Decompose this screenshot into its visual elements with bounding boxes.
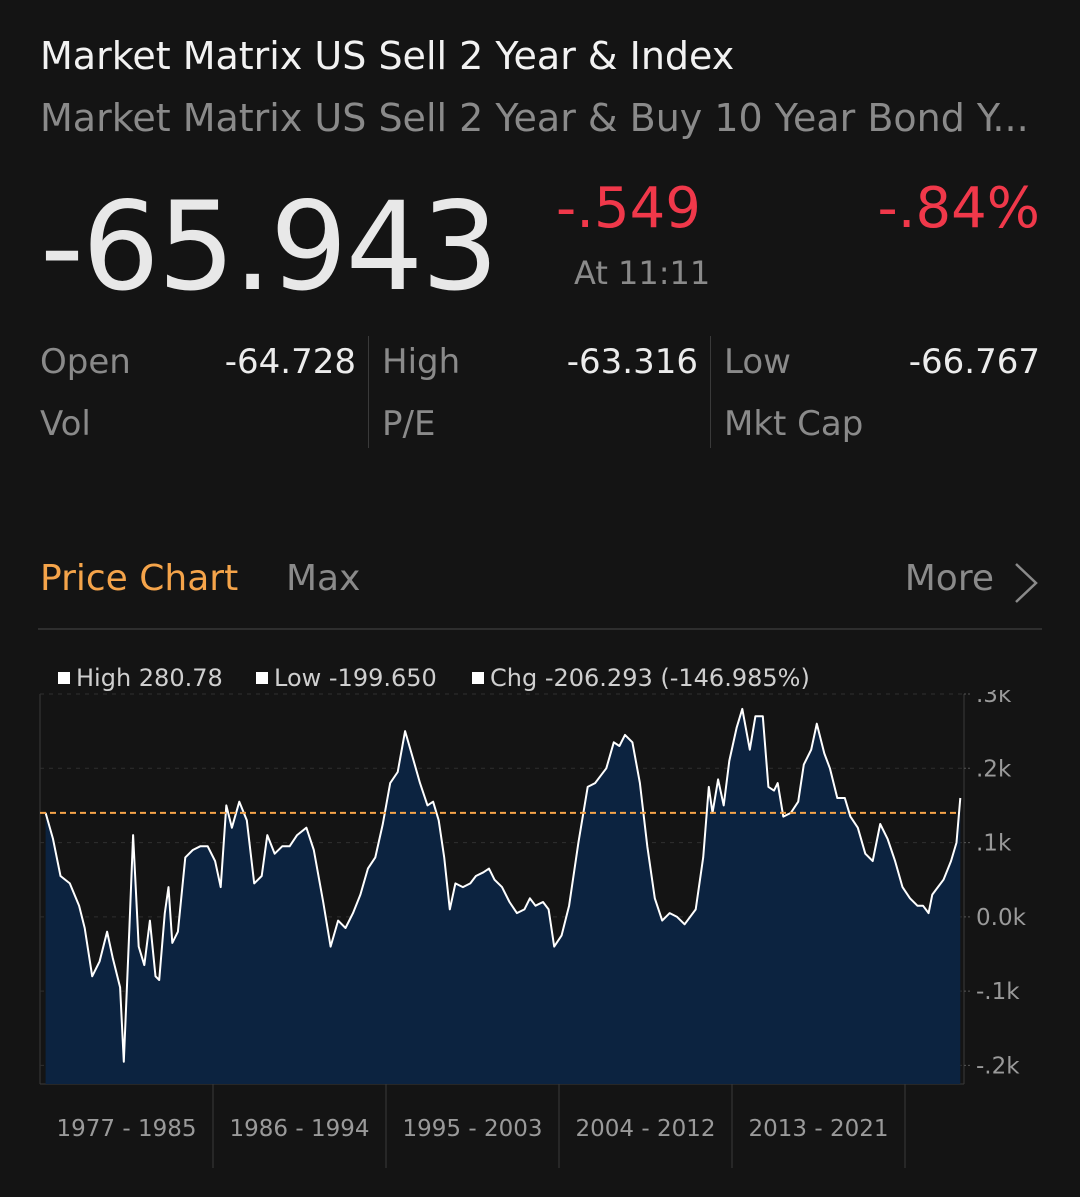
price-area bbox=[45, 708, 961, 1084]
x-period-label: 1986 - 1994 bbox=[230, 1116, 370, 1142]
divider bbox=[38, 628, 1042, 630]
page-title: Market Matrix US Sell 2 Year & Index bbox=[40, 34, 735, 78]
legend-low-text: Low -199.650 bbox=[274, 664, 437, 692]
low-value: -66.767 bbox=[908, 342, 1040, 382]
quote-time: At 11:11 bbox=[574, 254, 711, 292]
price-chart[interactable]: .3k .2k .1k 0.0k -.1k -.2k 1977 - 1985 1986 - 1… bbox=[0, 690, 1080, 1180]
legend-high-text: High 280.78 bbox=[76, 664, 223, 692]
stats-grid: Open -64.728 Vol High -63.316 P/E Low -6… bbox=[40, 336, 1040, 448]
stats-divider bbox=[368, 336, 369, 448]
legend-high: High 280.78 bbox=[58, 664, 223, 692]
range-selector[interactable]: Max bbox=[286, 558, 361, 599]
chart-legend: High 280.78 Low -199.650 Chg -206.293 (-… bbox=[58, 664, 958, 696]
stats-divider bbox=[710, 336, 711, 448]
legend-marker bbox=[256, 672, 268, 684]
price-change-percent: -.84% bbox=[877, 176, 1040, 241]
y-tick-label: .3k bbox=[976, 690, 1012, 708]
y-tick-label: -.2k bbox=[976, 1053, 1020, 1079]
price-line bbox=[44, 707, 962, 1063]
open-value: -64.728 bbox=[224, 342, 356, 382]
x-period-label: 2004 - 2012 bbox=[576, 1116, 716, 1142]
legend-marker bbox=[472, 672, 484, 684]
y-tick-label: .2k bbox=[976, 756, 1012, 782]
high-value: -63.316 bbox=[566, 342, 698, 382]
vol-label: Vol bbox=[40, 404, 91, 444]
last-price: -65.943 bbox=[40, 176, 499, 318]
y-tick-label: .1k bbox=[976, 831, 1012, 857]
high-label: High bbox=[382, 342, 461, 382]
chart-header: Price Chart Max More bbox=[40, 558, 1040, 608]
legend-low: Low -199.650 bbox=[256, 664, 437, 692]
mktcap-label: Mkt Cap bbox=[724, 404, 864, 444]
stats-column-low: Low -66.767 Mkt Cap bbox=[724, 336, 1040, 448]
legend-chg: Chg -206.293 (-146.985%) bbox=[472, 664, 810, 692]
chevron-right-icon[interactable] bbox=[1010, 560, 1040, 606]
legend-chg-text: Chg -206.293 (-146.985%) bbox=[490, 664, 810, 692]
open-label: Open bbox=[40, 342, 131, 382]
tab-price-chart[interactable]: Price Chart bbox=[40, 558, 239, 599]
y-tick-label: -.1k bbox=[976, 979, 1020, 1005]
stats-column-high: High -63.316 P/E bbox=[382, 336, 698, 448]
y-tick-label: 0.0k bbox=[976, 905, 1027, 931]
x-period-label: 1995 - 2003 bbox=[403, 1116, 543, 1142]
low-label: Low bbox=[724, 342, 791, 382]
more-button[interactable]: More bbox=[904, 558, 994, 599]
price-change: -.549 bbox=[556, 176, 701, 241]
page-subtitle: Market Matrix US Sell 2 Year & Buy 10 Ye… bbox=[40, 96, 1029, 140]
x-period-label: 1977 - 1985 bbox=[57, 1116, 197, 1142]
legend-marker bbox=[58, 672, 70, 684]
x-period-label: 2013 - 2021 bbox=[749, 1116, 889, 1142]
pe-label: P/E bbox=[382, 404, 436, 444]
stats-column-open: Open -64.728 Vol bbox=[40, 336, 356, 448]
